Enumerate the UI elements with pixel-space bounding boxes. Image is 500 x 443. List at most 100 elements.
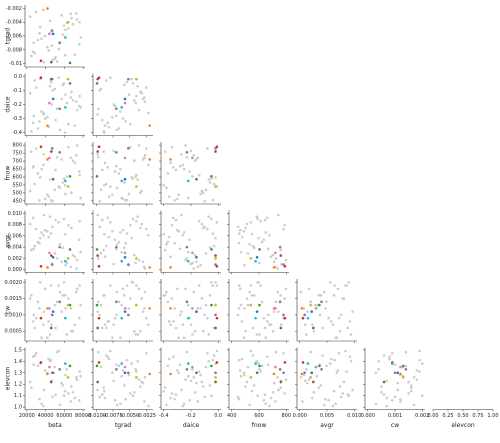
point [245, 222, 249, 226]
point [62, 217, 66, 221]
point [331, 323, 335, 326]
point [65, 175, 69, 178]
point [121, 228, 125, 232]
x-axis-label: elevcon [451, 422, 475, 429]
point [120, 374, 123, 378]
point [34, 147, 38, 150]
point [51, 89, 54, 92]
point [334, 402, 338, 406]
x-tick-label: 0.000 [361, 413, 375, 419]
point [147, 404, 150, 408]
point [61, 384, 65, 387]
point [97, 361, 101, 364]
point [106, 165, 109, 169]
point [191, 368, 194, 371]
point [127, 313, 130, 317]
point [163, 386, 167, 389]
point [206, 147, 209, 150]
point [339, 395, 343, 399]
point [99, 252, 103, 255]
point [48, 365, 51, 369]
point [176, 197, 179, 201]
point [195, 381, 198, 385]
point [385, 404, 389, 408]
x-tick-label: -0.0050 [120, 413, 139, 419]
point [65, 368, 69, 371]
point [300, 307, 304, 310]
point [42, 8, 45, 12]
point [174, 168, 178, 172]
point [103, 183, 106, 187]
point [133, 98, 136, 102]
point [96, 326, 99, 330]
point [174, 393, 178, 396]
point [38, 397, 41, 401]
point [28, 91, 32, 95]
point [251, 326, 255, 330]
point [60, 158, 63, 161]
point [315, 374, 318, 378]
point [120, 303, 123, 307]
y-tick-label: 750 [12, 151, 22, 157]
point [196, 307, 200, 310]
point [307, 378, 311, 381]
point [399, 372, 402, 376]
point [199, 263, 202, 267]
point [196, 265, 200, 269]
point [54, 326, 57, 330]
point [31, 216, 35, 220]
point [271, 253, 275, 257]
point [105, 244, 108, 248]
y-tick-label: 0.000 [8, 267, 22, 273]
point [195, 260, 198, 264]
point [136, 178, 139, 181]
point [51, 177, 55, 181]
point [317, 386, 321, 389]
point [49, 254, 53, 257]
point [258, 261, 261, 265]
point [268, 323, 271, 326]
point [410, 386, 413, 389]
y-tick-label: 550 [12, 182, 22, 188]
point [33, 244, 37, 248]
point [43, 197, 47, 201]
point [42, 60, 46, 64]
point [318, 313, 322, 317]
y-tick-label: -0.1 [12, 88, 22, 94]
point [55, 350, 59, 354]
point [42, 153, 46, 156]
point [64, 263, 67, 267]
point [182, 402, 186, 406]
point [271, 329, 275, 333]
point [274, 257, 278, 260]
point [199, 192, 202, 196]
point [245, 380, 249, 384]
point [258, 303, 261, 307]
point [349, 333, 353, 336]
point [103, 389, 106, 393]
point [117, 127, 121, 130]
point [54, 118, 57, 122]
point [119, 336, 122, 340]
point [64, 106, 67, 109]
point [388, 355, 391, 358]
point [49, 60, 53, 64]
point [170, 223, 174, 227]
point [70, 329, 73, 333]
point [33, 79, 37, 82]
point [344, 349, 347, 353]
point [169, 307, 172, 310]
point [49, 232, 53, 235]
point [193, 329, 197, 333]
point [63, 294, 67, 297]
point [243, 307, 246, 310]
point [96, 113, 99, 116]
point [195, 177, 198, 181]
point [48, 215, 52, 218]
point [279, 294, 282, 297]
point [401, 364, 405, 368]
point [127, 373, 131, 377]
point [239, 374, 243, 378]
point [63, 53, 67, 57]
point [60, 97, 63, 101]
